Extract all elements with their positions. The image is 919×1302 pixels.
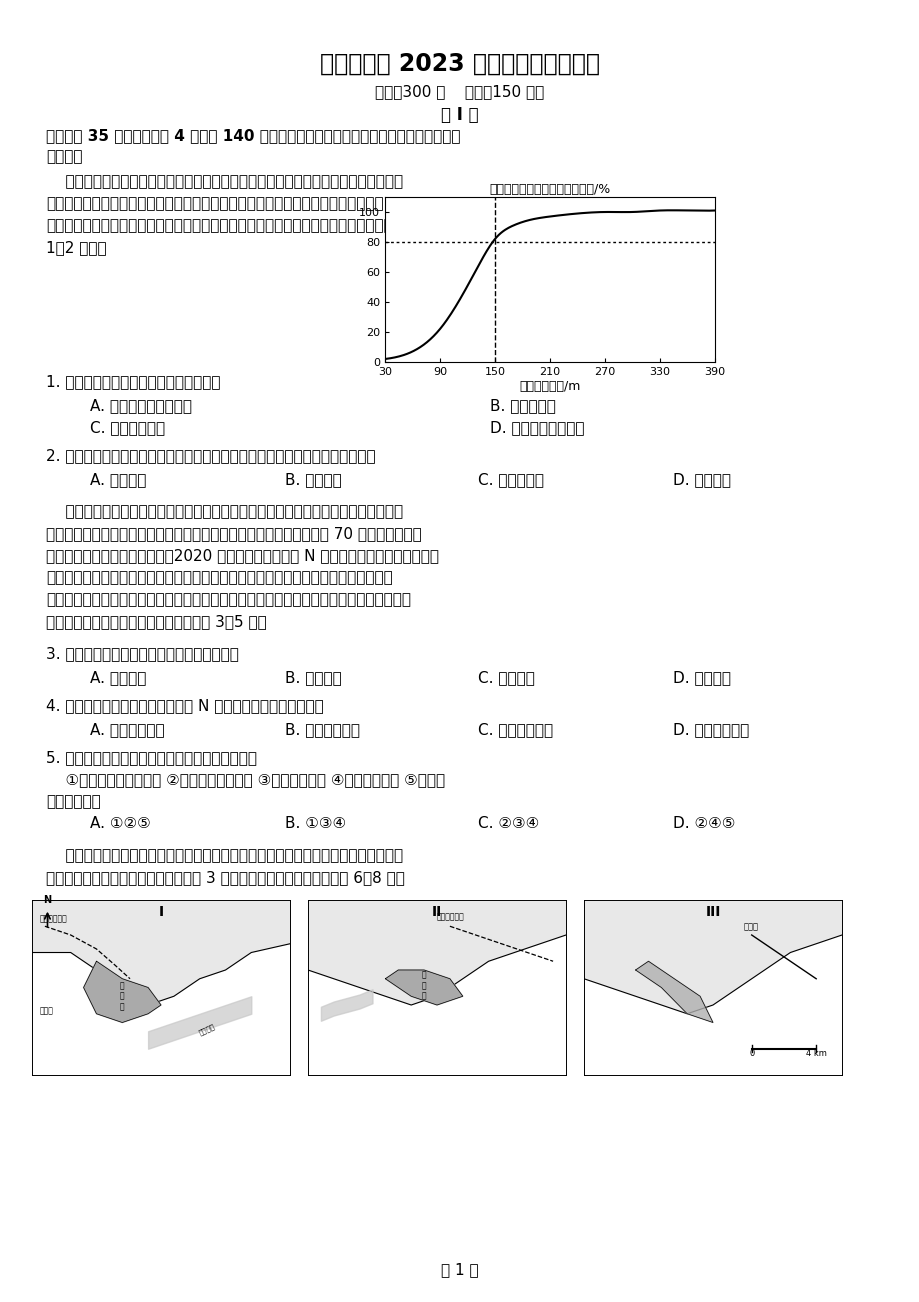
Text: 经济全球化背景下，越来越多的中国企业响应国家共建一带一路，到国外投资设厂。: 经济全球化背景下，越来越多的中国企业响应国家共建一带一路，到国外投资设厂。 (46, 504, 403, 519)
Text: B. 技能培训: B. 技能培训 (285, 671, 341, 685)
Polygon shape (584, 900, 841, 1014)
Text: II: II (431, 905, 442, 919)
Text: 1. 武汉市菜鸟驿站空间依托类型最主要是: 1. 武汉市菜鸟驿站空间依托类型最主要是 (46, 374, 221, 389)
Text: 2. 武汉市菜鸟驿站数量由城市中心向外呈现低一高一低规律，其影响因素主要是: 2. 武汉市菜鸟驿站数量由城市中心向外呈现低一高一低规律，其影响因素主要是 (46, 448, 375, 464)
Text: 废弃的古河道: 废弃的古河道 (40, 914, 67, 923)
Polygon shape (385, 970, 462, 1005)
Text: D. 资金筹措: D. 资金筹措 (673, 671, 731, 685)
Text: 题目要求: 题目要求 (46, 148, 83, 164)
Text: B. ①③④: B. ①③④ (285, 816, 346, 831)
Text: 3. 该企业海外工厂生产初期面临的首要问题是: 3. 该企业海外工厂生产初期面临的首要问题是 (46, 646, 239, 661)
Text: 满分：300 分    时间：150 分钟: 满分：300 分 时间：150 分钟 (375, 85, 544, 99)
Text: C. 便利店、超市: C. 便利店、超市 (90, 421, 165, 435)
Text: 滑
坡
体: 滑 坡 体 (119, 982, 124, 1012)
Text: 坡发生前后当地河谷地貌演化过程中的 3 个阶段（未分先后）。据此完成 6～8 题。: 坡发生前后当地河谷地貌演化过程中的 3 个阶段（未分先后）。据此完成 6～8 题… (46, 870, 404, 885)
Polygon shape (32, 900, 289, 1005)
Text: ①降低原材料运输费用 ②及时获取市场信息 ③扩大市场需求 ④避开贸易壁垒 ⑤生产与: ①降低原材料运输费用 ②及时获取市场信息 ③扩大市场需求 ④避开贸易壁垒 ⑤生产… (46, 772, 445, 786)
Text: 出，全方位助力当地经济发展。据此完成 3～5 题。: 出，全方位助力当地经济发展。据此完成 3～5 题。 (46, 615, 267, 629)
Text: C. ②③④: C. ②③④ (478, 816, 539, 831)
Polygon shape (635, 961, 712, 1022)
Text: 4. 与独资建设相比，该企业选择与 N 公司合作的方式主要是为了: 4. 与独资建设相比，该企业选择与 N 公司合作的方式主要是为了 (46, 698, 323, 713)
Text: D. 空间结构: D. 空间结构 (673, 473, 731, 487)
Text: 滑
坡
体: 滑 坡 体 (421, 971, 425, 1001)
Text: 废弃的古河道: 废弃的古河道 (437, 913, 464, 922)
Text: 提点应运而生，成为解决物流最后一公里服务瓶颈问题的关键。下图是武汉市菜鸟驿: 提点应运而生，成为解决物流最后一公里服务瓶颈问题的关键。下图是武汉市菜鸟驿 (46, 197, 383, 211)
Text: 我国某洗涤用品企业多年来不断在全球拓展事业，目前已在全球五大洲 70 多个国家和地区: 我国某洗涤用品企业多年来不断在全球拓展事业，目前已在全球五大洲 70 多个国家和… (46, 526, 421, 542)
Text: 首家海外工厂，以销地产模式（在主要销售市场投资建厂，就地生产）谋求更大的市场: 首家海外工厂，以销地产模式（在主要销售市场投资建厂，就地生产）谋求更大的市场 (46, 570, 392, 585)
Text: 本卷共有 35 小题，每小题 4 分，共 140 分。在每小题给出的四个选项中，只有一项是符合: 本卷共有 35 小题，每小题 4 分，共 140 分。在每小题给出的四个选项中，… (46, 128, 460, 143)
Text: 古河道: 古河道 (743, 923, 758, 932)
Text: 河漫滩: 河漫滩 (40, 1006, 53, 1016)
Text: 第 I 卷: 第 I 卷 (441, 105, 478, 124)
Text: A. 节约建设投资: A. 节约建设投资 (90, 723, 165, 737)
Text: C. 提高产品质量: C. 提高产品质量 (478, 723, 552, 737)
Text: A. ①②⑤: A. ①②⑤ (90, 816, 151, 831)
Polygon shape (308, 900, 565, 1005)
Text: 0: 0 (748, 1048, 754, 1057)
Text: D. 银行、电信营业厅: D. 银行、电信营业厅 (490, 421, 584, 435)
Text: B. 加强文化交流: B. 加强文化交流 (285, 723, 359, 737)
Text: 5. 与产品出口贸易相比，销地产模式的主要优势有: 5. 与产品出口贸易相比，销地产模式的主要优势有 (46, 750, 256, 766)
Text: C. 政策变化: C. 政策变化 (478, 671, 534, 685)
Text: 第 1 页: 第 1 页 (441, 1262, 478, 1277)
Text: I: I (158, 905, 164, 919)
Text: 1～2 小题。: 1～2 小题。 (46, 240, 107, 255)
Text: D. 提高管理水平: D. 提高管理水平 (673, 723, 748, 737)
X-axis label: 距出入口距离/m: 距出入口距离/m (518, 380, 580, 393)
Text: A. 物流公司、快递公司: A. 物流公司、快递公司 (90, 398, 192, 413)
Text: 成都七中高 2023 届三诊模拟文综试题: 成都七中高 2023 届三诊模拟文综试题 (320, 52, 599, 76)
Text: 站快递自提点随距服务对象（如社区、学校等）出入口距离累计数量变化图。据此完成: 站快递自提点随距服务对象（如社区、学校等）出入口距离累计数量变化图。据此完成 (46, 217, 392, 233)
Text: A. 语言障碍: A. 语言障碍 (90, 671, 146, 685)
Text: 供应更加高效: 供应更加高效 (46, 794, 101, 809)
Text: N: N (43, 896, 51, 905)
Text: 现代河道: 现代河道 (199, 1023, 216, 1036)
Text: III: III (705, 905, 720, 919)
Text: B. 酒店、宾馆: B. 酒店、宾馆 (490, 398, 555, 413)
Text: 4 km: 4 km (805, 1048, 826, 1057)
Polygon shape (84, 961, 161, 1022)
Text: B. 城市规划: B. 城市规划 (285, 473, 341, 487)
Text: 竞争力，从以往产品贸易、知识产权输出转变成经营管理、生产技术和企业文化等综合性输: 竞争力，从以往产品贸易、知识产权输出转变成经营管理、生产技术和企业文化等综合性输 (46, 592, 411, 607)
Text: C. 交通通达度: C. 交通通达度 (478, 473, 543, 487)
Text: 某河流流经滑坡集中分布区，该区域历史上发生过一次规模较大的滑坡，下图示意滑: 某河流流经滑坡集中分布区，该区域历史上发生过一次规模较大的滑坡，下图示意滑 (46, 848, 403, 863)
Text: 随着电子商务的发展与全民网购时代的到来，快递行业迅速崛起，在此背景下快递自: 随着电子商务的发展与全民网购时代的到来，快递行业迅速崛起，在此背景下快递自 (46, 174, 403, 189)
Text: A. 行政管辖: A. 行政管辖 (90, 473, 146, 487)
Text: 培育市场，出口自主品牌产品。2020 年我国某企业与当地 N 公司合作，在非洲安哥拉成立: 培育市场，出口自主品牌产品。2020 年我国某企业与当地 N 公司合作，在非洲安… (46, 548, 438, 562)
Text: D. ②④⑤: D. ②④⑤ (673, 816, 734, 831)
Title: 菜鸟驿站快速自提点累计百分比/%: 菜鸟驿站快速自提点累计百分比/% (489, 182, 610, 195)
